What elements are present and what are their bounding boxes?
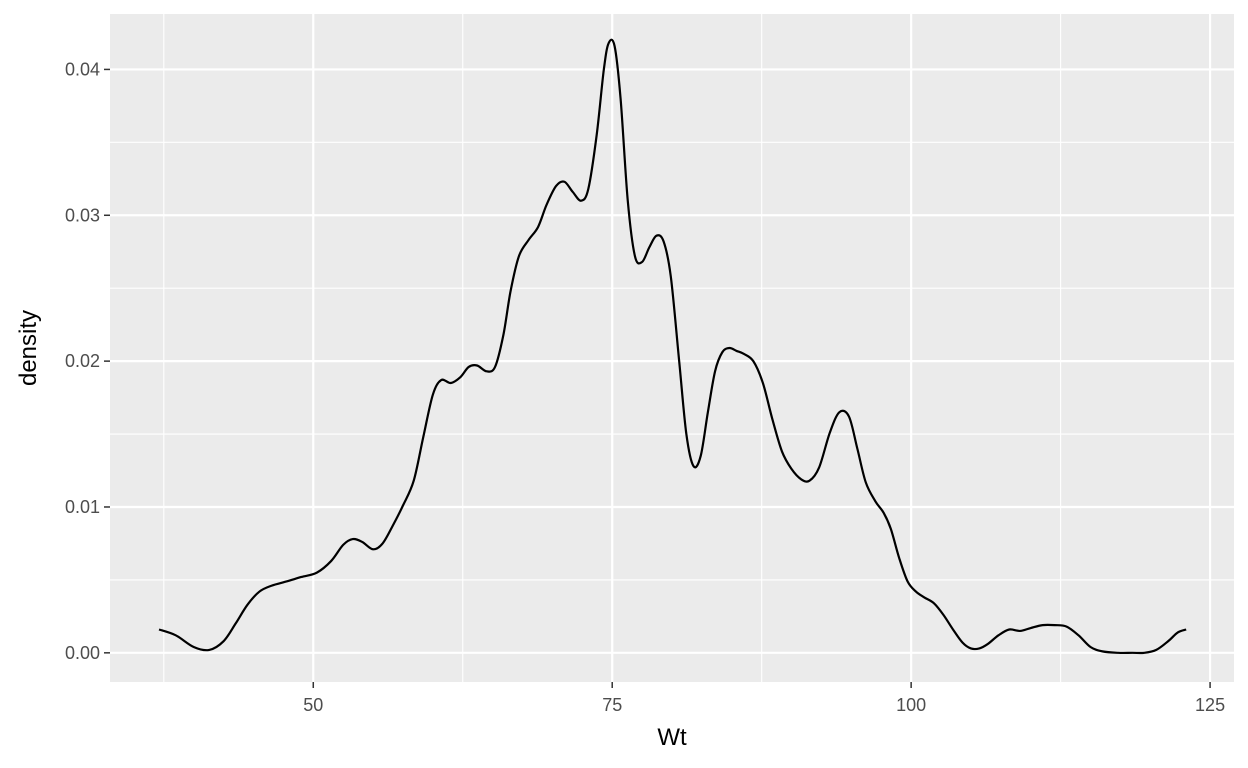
x-tick-label: 50 [303,695,323,715]
y-tick-label: 0.04 [65,59,100,79]
y-axis: 0.00 0.01 0.02 0.03 0.04 [65,59,110,663]
x-axis: 50 75 100 125 [303,682,1225,715]
x-tick-label: 75 [602,695,622,715]
density-curve [158,38,1187,655]
x-axis-title: Wt [657,724,687,751]
x-tick-label: 125 [1195,695,1225,715]
major-gridlines [110,14,1234,682]
y-tick-label: 0.01 [65,497,100,517]
x-tick-label: 100 [896,695,926,715]
y-axis-title: density [15,310,42,386]
y-tick-label: 0.00 [65,643,100,663]
plot-panel [110,14,1234,682]
y-tick-label: 0.03 [65,205,100,225]
y-tick-label: 0.02 [65,351,100,371]
